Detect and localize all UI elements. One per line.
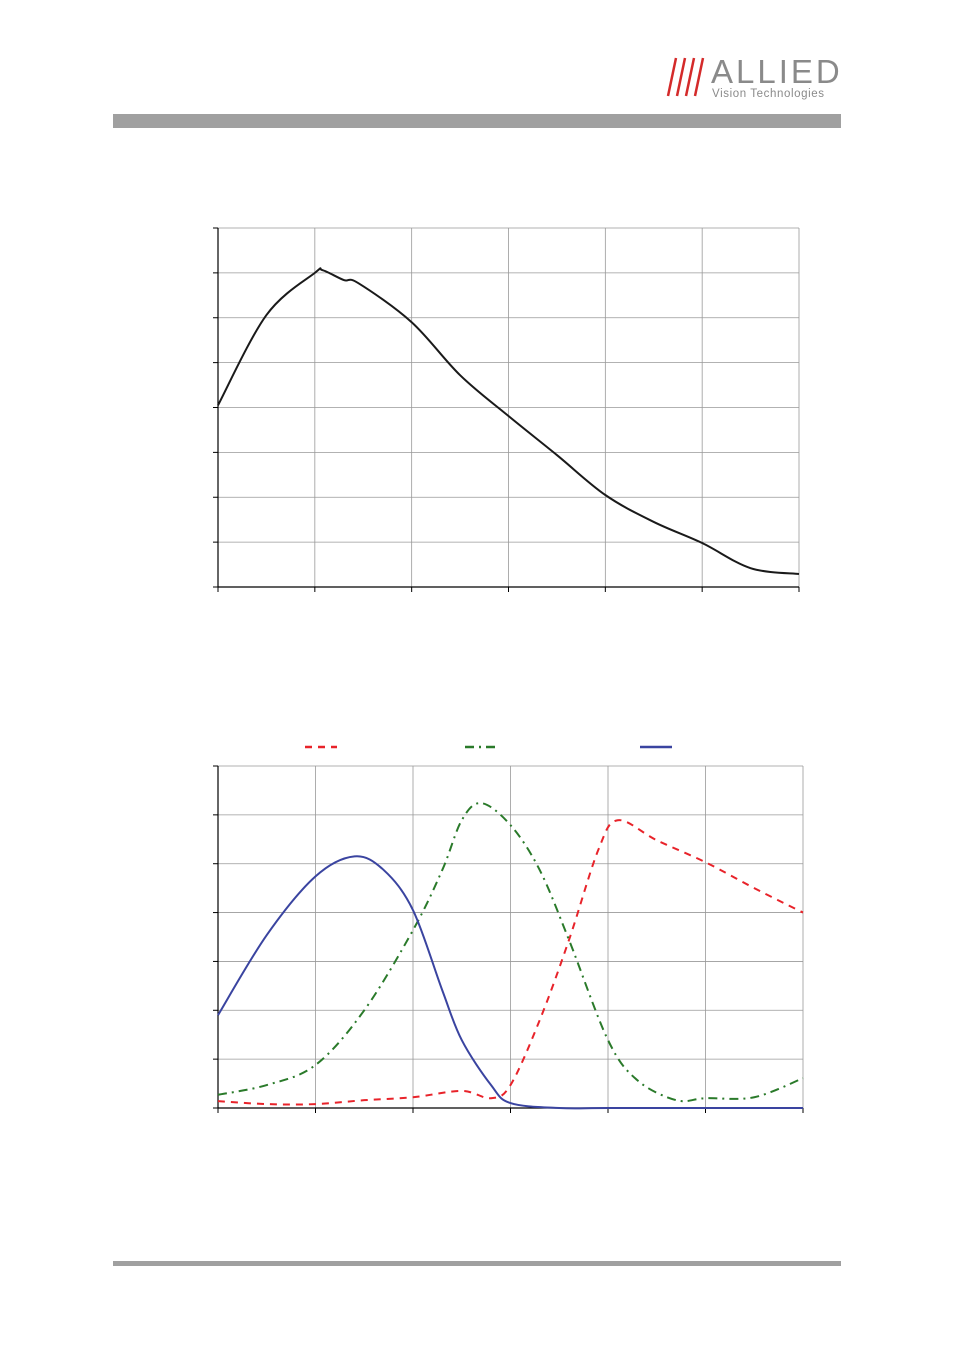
- logo-text: ALLIED: [711, 53, 843, 90]
- data-line: [217, 802, 804, 1103]
- header-bar: [113, 114, 841, 128]
- logo-tagline: Vision Technologies: [712, 88, 825, 100]
- data-line: [217, 267, 800, 575]
- data-line: [217, 855, 803, 1110]
- footer-bar: [113, 1261, 841, 1266]
- data-line: [217, 819, 804, 1106]
- logo-mark: [666, 57, 705, 97]
